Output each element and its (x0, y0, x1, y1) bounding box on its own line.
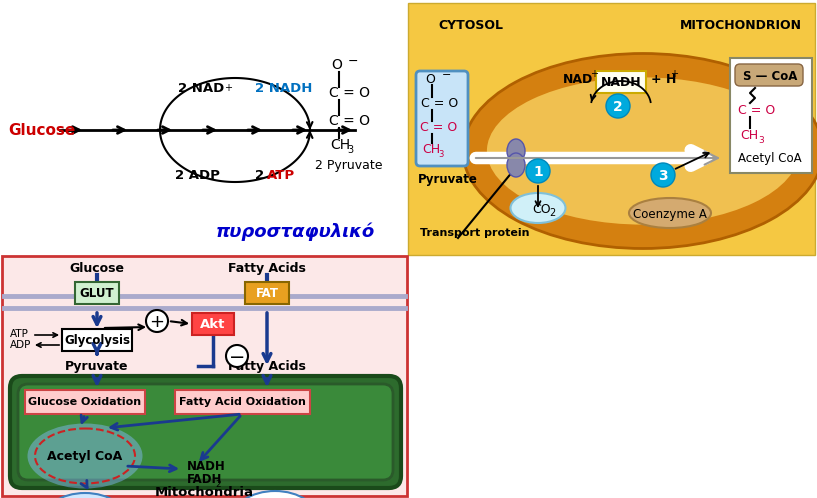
Text: Acetyl CoA: Acetyl CoA (47, 450, 123, 463)
Bar (2, 256, 407, 496)
Text: Fatty Acids: Fatty Acids (228, 360, 306, 373)
Text: 2 ADP: 2 ADP (175, 168, 220, 181)
Text: Fatty Acid Oxidation: Fatty Acid Oxidation (179, 397, 306, 407)
FancyBboxPatch shape (18, 384, 393, 480)
Bar (0, 0, 410, 258)
Text: FADH: FADH (187, 473, 222, 486)
Text: O: O (425, 73, 435, 86)
Circle shape (146, 310, 168, 332)
Text: 3: 3 (659, 169, 667, 183)
Text: 2: 2 (255, 168, 269, 181)
Text: 2 NAD: 2 NAD (178, 82, 224, 95)
FancyBboxPatch shape (735, 64, 803, 86)
Bar (75, 282, 119, 304)
Circle shape (606, 94, 630, 118)
Text: 2: 2 (613, 100, 623, 114)
Ellipse shape (41, 493, 129, 498)
Text: Acetyl CoA: Acetyl CoA (738, 151, 801, 164)
Text: +: + (150, 313, 164, 331)
Circle shape (651, 163, 675, 187)
Bar (408, 3, 815, 255)
Text: +: + (590, 69, 598, 79)
Text: Transport protein: Transport protein (420, 228, 529, 238)
Ellipse shape (463, 53, 817, 249)
Bar (596, 71, 646, 93)
Text: + H: + H (651, 73, 676, 86)
Text: Glucose: Glucose (8, 123, 75, 137)
Ellipse shape (485, 76, 801, 226)
Text: Fatty Acids: Fatty Acids (228, 261, 306, 274)
Circle shape (226, 345, 248, 367)
Text: Pyruvate: Pyruvate (418, 172, 478, 185)
Text: πυροσταφυλικό: πυροσταφυλικό (216, 223, 375, 241)
Text: +: + (224, 83, 232, 93)
Text: C = O: C = O (329, 114, 370, 128)
Text: Glycolysis: Glycolysis (64, 334, 130, 347)
Text: ATP: ATP (267, 168, 295, 181)
Text: C = O: C = O (329, 86, 370, 100)
Text: C = O: C = O (738, 104, 775, 117)
Text: 2 NADH: 2 NADH (255, 82, 312, 95)
Text: 3: 3 (758, 135, 764, 144)
Text: GLUT: GLUT (80, 286, 114, 299)
Text: −: − (442, 70, 451, 80)
Text: CH: CH (330, 138, 350, 152)
Text: S — CoA: S — CoA (743, 70, 797, 83)
Ellipse shape (511, 193, 565, 223)
Bar (192, 313, 234, 335)
Text: 2: 2 (549, 208, 556, 218)
Text: CH: CH (740, 128, 758, 141)
Text: Mitochondria: Mitochondria (154, 486, 253, 498)
Ellipse shape (629, 198, 711, 228)
Text: FAT: FAT (256, 286, 279, 299)
Text: 1: 1 (534, 165, 542, 179)
Ellipse shape (231, 491, 319, 498)
Bar (62, 329, 132, 351)
Ellipse shape (507, 139, 525, 163)
Bar (25, 390, 145, 414)
Text: 3: 3 (347, 145, 353, 155)
Text: NAD: NAD (563, 73, 593, 86)
Circle shape (526, 159, 550, 183)
Text: −: − (348, 54, 359, 68)
Text: +: + (670, 69, 678, 79)
Text: 3: 3 (438, 149, 444, 158)
FancyBboxPatch shape (10, 376, 401, 488)
Text: Pyruvate: Pyruvate (65, 360, 129, 373)
Text: 2 Pyruvate: 2 Pyruvate (315, 158, 382, 171)
Text: ATP: ATP (10, 329, 29, 339)
Text: C = O: C = O (421, 97, 458, 110)
Text: Glucose: Glucose (69, 261, 124, 274)
Text: CH: CH (422, 142, 440, 155)
Text: CO: CO (532, 203, 551, 216)
Text: ADP: ADP (10, 340, 31, 350)
Text: MITOCHONDRION: MITOCHONDRION (680, 18, 802, 31)
Bar (175, 390, 310, 414)
Bar (245, 282, 289, 304)
Text: C = O: C = O (420, 121, 458, 133)
Bar (730, 58, 812, 173)
Text: NADH: NADH (600, 76, 641, 89)
Text: O: O (332, 58, 342, 72)
Text: 2: 2 (215, 480, 221, 489)
Text: −: − (229, 348, 245, 367)
Ellipse shape (507, 153, 525, 177)
Text: Glucose Oxidation: Glucose Oxidation (29, 397, 141, 407)
FancyBboxPatch shape (416, 71, 468, 166)
Text: Akt: Akt (200, 318, 225, 331)
Ellipse shape (28, 423, 142, 489)
Text: CYTOSOL: CYTOSOL (438, 18, 503, 31)
Text: Coenzyme A: Coenzyme A (633, 208, 707, 221)
Text: NADH: NADH (187, 460, 225, 473)
